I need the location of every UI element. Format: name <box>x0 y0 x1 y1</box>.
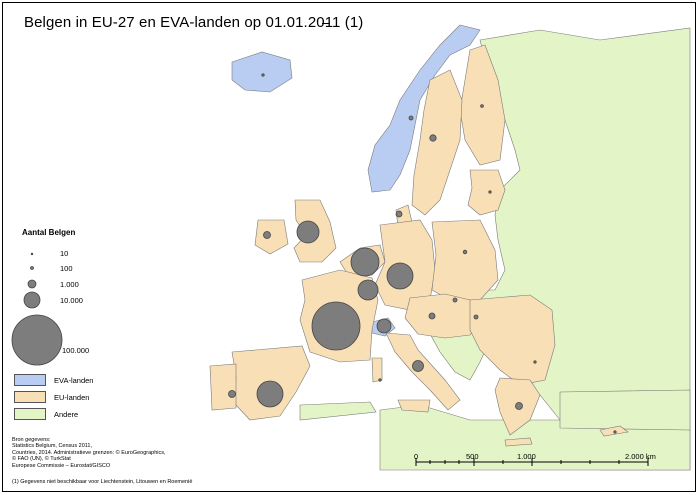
bubble-cyprus <box>613 430 617 434</box>
bubbles <box>228 73 617 434</box>
source-line: Statistics Belgium, Census 2011, <box>12 443 92 450</box>
portugal <box>209 363 237 411</box>
bubble-netherlands <box>350 247 380 277</box>
bubble-austria <box>428 312 436 320</box>
bubble-poland <box>462 249 468 255</box>
iceland <box>231 51 293 93</box>
bubble-bulgaria <box>533 360 537 364</box>
bubble-sweden <box>429 134 437 142</box>
bubble-united-kingdom <box>296 220 320 244</box>
legend-size-label-10: 10 <box>60 249 69 258</box>
poland <box>431 219 499 301</box>
ireland <box>254 219 289 255</box>
source-line: Bron gegevens: <box>12 437 51 443</box>
legend-size-label-100000: 100.000 <box>62 346 90 355</box>
bubble-norway <box>408 115 414 121</box>
scale-label-500: 500 <box>466 452 479 461</box>
legend-swatch-eva <box>14 374 46 386</box>
bubble-baltics <box>488 190 492 194</box>
legend-size-label-100: 100 <box>60 264 73 273</box>
legend-symbol-100 <box>30 266 34 270</box>
legend-swatch-other <box>14 408 46 420</box>
bubble-iceland <box>261 73 265 77</box>
bubble-germany <box>386 262 414 290</box>
turkey-land <box>559 389 691 431</box>
legend-symbol-100000 <box>11 314 63 366</box>
legend-symbol-1000 <box>27 279 37 289</box>
source-line: Countries, 2014. Administratieve grenzen… <box>12 449 166 456</box>
sweden <box>411 69 463 216</box>
north-africa-west <box>299 401 377 421</box>
bubble-czechia <box>452 297 458 303</box>
footnote: (1) Gegevens niet beschikbaar voor Liech… <box>12 479 193 485</box>
bubble-greece <box>515 402 523 410</box>
legend-label-other: Andere <box>54 410 79 419</box>
bubble-france <box>311 301 361 351</box>
central-europe <box>404 293 481 339</box>
crete <box>504 437 533 447</box>
bubble-italy <box>412 360 424 372</box>
scale-label-0: 0 <box>414 452 419 461</box>
legend-title: Aantal Belgen <box>22 228 76 237</box>
bubble-denmark <box>395 210 403 218</box>
norway <box>367 24 481 193</box>
scale-bar <box>415 458 649 466</box>
bubble-hungary <box>473 314 479 320</box>
eva-countries <box>231 24 481 337</box>
bubble-ireland <box>263 231 271 239</box>
bubble-spain <box>256 380 284 408</box>
bubble-portugal <box>228 390 236 398</box>
bubble-luxembourg <box>357 279 379 301</box>
map-title: Belgen in EU-27 en EVA-landen op 01.01.2… <box>24 14 364 31</box>
legend-swatch-eu <box>14 391 46 403</box>
sicily <box>397 399 431 413</box>
other-countries <box>299 27 691 471</box>
romania-bulgaria <box>469 294 556 386</box>
italy <box>385 332 461 411</box>
title-underline-mark <box>322 23 330 24</box>
legend-size-label-1000: 1.000 <box>60 280 79 289</box>
scale-label-2000: 2.000 km <box>625 452 656 461</box>
bubble-finland <box>480 104 484 108</box>
source-block: Bron gegevens: Statistics Belgium, Censu… <box>12 437 166 469</box>
legend-label-eva: EVA-landen <box>54 376 94 385</box>
legend-symbols <box>11 252 63 366</box>
legend-symbol-10 <box>30 252 34 256</box>
legend-size-label-10000: 10.000 <box>60 296 83 305</box>
legend-label-eu: EU-landen <box>54 393 90 402</box>
baltics <box>467 169 506 216</box>
source-line: © FAO (UN), © TurkStat <box>12 456 71 463</box>
bubble-malta <box>378 378 382 382</box>
bubble-switzerland <box>376 318 392 334</box>
scale-label-1000: 1.000 <box>517 452 536 461</box>
legend-symbol-10000 <box>23 291 41 309</box>
sardinia-corsica <box>371 357 383 383</box>
source-line: Europese Commissie – Eurostat/GISCO <box>12 462 111 469</box>
